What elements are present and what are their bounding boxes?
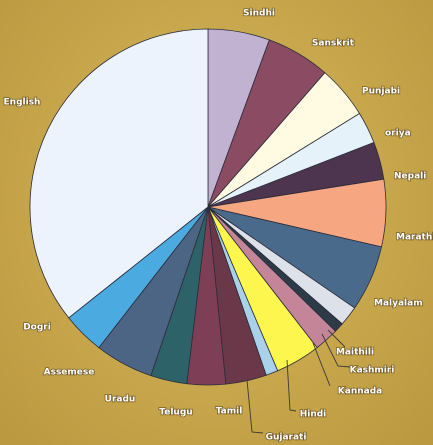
leader-line-gujarati	[246, 379, 264, 434]
pie-slices	[29, 28, 387, 386]
slice-label-nepali: Nepali	[394, 172, 426, 182]
slice-label-uradu: Uradu	[105, 395, 136, 405]
label-leader-lines	[246, 329, 351, 434]
slice-labels: Sindhi Sanskrit Punjabi oriya Nepali Marathi M…	[3, 8, 433, 444]
leader-line-kannada	[312, 342, 331, 387]
slice-label-marathi: Marathi	[396, 233, 433, 243]
slice-label-malyalam: Malyalam	[374, 299, 423, 309]
slice-label-oriya: oriya	[385, 129, 411, 139]
slice-label-gujarati: Gujarati	[266, 433, 307, 443]
leader-line-maithili	[327, 329, 346, 348]
slice-label-sindhi: Sindhi	[243, 9, 275, 19]
slice-label-kannada: Kannada	[338, 387, 382, 397]
leader-line-kashmiri	[321, 333, 351, 368]
slice-label-kashmiri: Kashmiri	[350, 366, 395, 376]
slice-label-telugu: Telugu	[159, 408, 192, 418]
slice-label-english: English	[4, 98, 41, 108]
slice-label-hindi: Hindi	[300, 410, 327, 420]
slice-label-punjabi: Punjabi	[362, 87, 400, 97]
slice-label-dogri: Dogri	[23, 323, 51, 333]
pie-slice-english	[29, 28, 209, 319]
slice-label-sanskrit: Sanskrit	[312, 39, 355, 49]
slice-label-maithili: Maithili	[336, 348, 374, 358]
slice-label-tamil: Tamil	[216, 407, 243, 417]
leader-line-hindi	[286, 359, 297, 412]
slice-label-assemese: Assemese	[44, 368, 95, 378]
